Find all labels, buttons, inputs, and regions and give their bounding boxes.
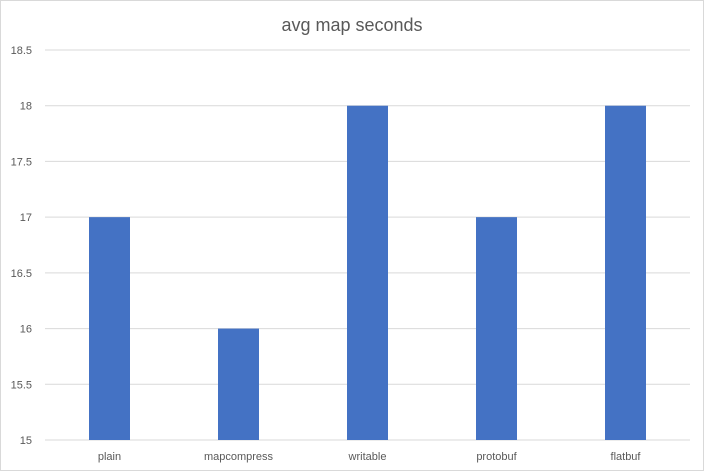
bar-writable (347, 105, 388, 440)
y-tick-label: 17.5 (11, 156, 32, 168)
x-tick-label: writable (348, 451, 387, 463)
bars (89, 105, 646, 440)
bar-plain (89, 217, 130, 440)
x-axis-tick-labels: plain mapcompress writable protobuf flatbuf (98, 451, 642, 463)
y-axis-tick-labels: 15 15.5 16 16.5 17 17.5 18 18.5 (11, 45, 32, 447)
x-tick-label: mapcompress (204, 451, 274, 463)
y-tick-label: 15 (20, 435, 32, 447)
bar-protobuf (476, 217, 517, 440)
y-tick-label: 17 (20, 212, 32, 224)
x-tick-label: protobuf (476, 451, 517, 463)
y-tick-label: 18.5 (11, 45, 32, 57)
bar-mapcompress (218, 328, 259, 440)
y-tick-label: 15.5 (11, 379, 32, 391)
chart-title: avg map seconds (281, 15, 422, 35)
bar-flatbuf (605, 105, 646, 440)
x-tick-label: plain (98, 451, 121, 463)
y-tick-label: 16 (20, 324, 32, 336)
x-tick-label: flatbuf (611, 451, 642, 463)
y-tick-label: 16.5 (11, 268, 32, 280)
y-tick-label: 18 (20, 101, 32, 113)
